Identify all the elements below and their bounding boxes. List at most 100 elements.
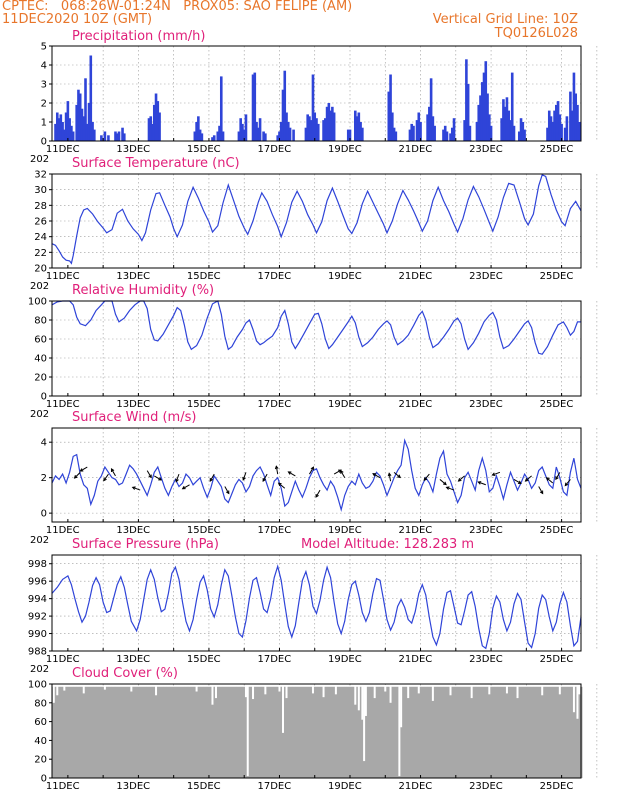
cloud-bar <box>405 686 407 778</box>
cloud-bar <box>144 686 146 778</box>
cloud-bar <box>375 686 378 778</box>
cloud-bar <box>254 686 256 778</box>
cloud-bar <box>98 686 101 778</box>
wind-arrow <box>458 475 465 482</box>
cloud-bar <box>250 686 253 778</box>
cloud-bar <box>157 686 160 778</box>
cloud-bar <box>463 686 466 778</box>
cloud-bar <box>220 686 222 778</box>
cloud-bar <box>428 686 431 778</box>
cloud-bar <box>333 686 335 778</box>
wind-arrow <box>555 472 561 480</box>
cloud-bar <box>271 686 273 778</box>
cloud-bar <box>559 686 562 778</box>
cloud-bar <box>493 686 495 778</box>
cloud-bar <box>58 686 60 778</box>
precip-bar <box>211 137 214 141</box>
cloud-bar <box>133 686 135 778</box>
panel-frame <box>51 554 582 652</box>
cloud-bar <box>383 686 385 778</box>
cloud-bar <box>439 686 441 778</box>
cloud-gap <box>214 685 217 699</box>
cloud-bar <box>370 686 372 778</box>
precip-bar <box>77 89 80 141</box>
y-tick-label: 988 <box>28 647 47 658</box>
y-tick-label: 40 <box>34 736 47 747</box>
cloud-bar <box>390 686 393 778</box>
precip-bar <box>479 95 482 141</box>
cloud-bar <box>279 686 281 778</box>
precip-bar <box>510 72 514 141</box>
x-tick-label: 21DEC <box>399 144 433 155</box>
cloud-bar <box>172 686 175 778</box>
cloud-bar <box>218 686 220 778</box>
cloud-bar <box>476 686 478 778</box>
cloud-bar <box>200 686 202 778</box>
cloud-gap <box>285 685 288 699</box>
cloud-bar <box>520 686 523 778</box>
x-tick-label: 15DEC <box>187 271 221 282</box>
cloud-bar <box>78 686 80 778</box>
precip-bar <box>355 116 359 141</box>
cloud-bar <box>213 686 216 778</box>
cloud-bar <box>185 686 187 778</box>
cloud-bar <box>346 686 348 778</box>
cloud-bar <box>97 686 99 778</box>
cloud-bar <box>376 686 379 778</box>
x-tick-label: 11DEC <box>46 654 80 665</box>
cloud-bar <box>224 686 226 778</box>
cloud-bar <box>264 686 267 778</box>
cloud-bar <box>153 686 156 778</box>
cloud-bar <box>273 686 275 778</box>
cloud-bar <box>241 686 243 778</box>
cloud-gap <box>52 685 55 703</box>
precip-bar <box>212 135 216 141</box>
cloud-bar <box>52 686 54 778</box>
cloud-gap <box>400 685 403 728</box>
y-tick-label: 5 <box>41 42 47 53</box>
cloud-gap <box>130 685 133 692</box>
precip-bar <box>327 103 331 141</box>
cloud-bar <box>118 686 121 778</box>
cloud-bar <box>113 686 115 778</box>
cloud-bar <box>401 686 403 778</box>
y-tick-label: 4 <box>41 61 47 72</box>
precip-bar <box>64 112 68 141</box>
precip-bar <box>553 110 556 141</box>
cloud-bar <box>323 686 326 778</box>
cloud-bar <box>226 686 229 778</box>
cloud-bar <box>291 686 293 778</box>
cloud-bar <box>442 686 444 778</box>
wind-arrow <box>388 473 392 482</box>
cloud-bar <box>79 686 81 778</box>
cloud-bar <box>283 686 286 778</box>
wind-arrow-head <box>564 482 569 487</box>
precip-bar <box>71 131 75 141</box>
cloud-bar <box>256 686 258 778</box>
cloud-bar <box>190 686 193 778</box>
x-tick-label: 13DEC <box>116 399 150 410</box>
cloud-bar <box>441 686 443 778</box>
x-tick-label: 25DEC <box>540 654 574 665</box>
cloud-bar <box>102 686 105 778</box>
cloud-gap <box>195 685 198 692</box>
cloud-bar <box>571 686 573 778</box>
cloud-bar <box>341 686 344 778</box>
precip-bar <box>391 112 394 141</box>
wind-arrow-head <box>274 465 279 470</box>
x-tick-label: 15DEC <box>187 654 221 665</box>
cloud-bar <box>475 686 477 778</box>
cloud-bar <box>176 686 179 778</box>
wind-arrow <box>262 473 268 482</box>
cloud-bar <box>331 686 333 778</box>
precip-bar <box>521 122 525 141</box>
cloud-bar <box>178 686 181 778</box>
cloud-bar <box>73 686 75 778</box>
cloud-bar <box>208 686 211 778</box>
wind-arrow <box>74 471 81 479</box>
cloud-bar <box>196 686 199 778</box>
cloud-bar <box>205 686 207 778</box>
cloud-bar <box>457 686 459 778</box>
wind-arrow-head <box>73 474 78 479</box>
cloud-bar <box>193 686 196 778</box>
